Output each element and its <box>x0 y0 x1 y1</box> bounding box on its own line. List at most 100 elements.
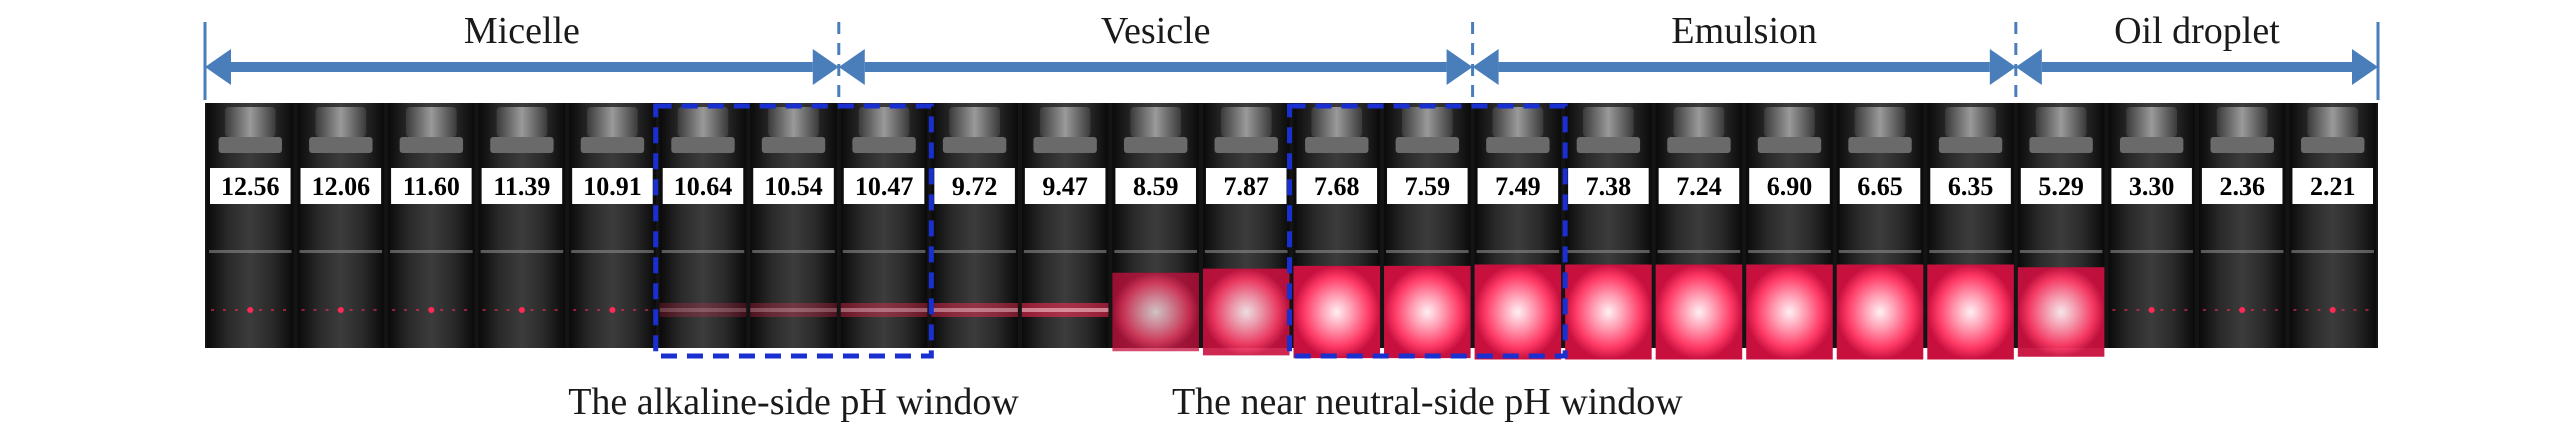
ph-label-box <box>2111 168 2192 204</box>
ph-value-label: 7.59 <box>1405 172 1451 201</box>
vial-meniscus <box>842 250 926 253</box>
phase-arrow-layer: Micelle Vesicle Emulsion Oil droplet <box>203 10 2380 100</box>
vial: 10.54 <box>750 103 837 348</box>
vial-meniscus <box>1748 250 1831 253</box>
vial: 11.39 <box>478 103 566 348</box>
laser-beam-core <box>750 308 837 312</box>
vial-neck <box>1486 137 1550 153</box>
vial-neck <box>1123 137 1188 153</box>
laser-beam <box>931 303 1018 317</box>
vial-neck <box>761 137 826 153</box>
vial-meniscus <box>2291 250 2374 253</box>
vial-meniscus <box>1204 250 1288 253</box>
phase-arrow-head-left <box>2015 49 2042 85</box>
vial-neck <box>942 137 1007 153</box>
vial-neck <box>1576 137 1641 153</box>
vial-neck <box>2119 137 2184 153</box>
vial-neck <box>309 137 373 153</box>
vial-meniscus <box>209 250 292 253</box>
ph-window-box <box>1287 103 1568 359</box>
vial-cap <box>1764 107 1815 137</box>
ph-value-label: 6.35 <box>1948 172 1994 201</box>
phase-arrow-head-right <box>2352 49 2378 85</box>
vial-cap <box>1401 107 1453 137</box>
vial-meniscus <box>1114 250 1197 253</box>
phase-arrow: Emulsion <box>1472 10 2016 85</box>
ph-value-label: 10.64 <box>674 172 733 201</box>
vial-neck <box>1214 137 1278 153</box>
ph-value-label: 7.87 <box>1223 172 1269 201</box>
vial-meniscus <box>752 250 835 253</box>
vial-meniscus <box>1567 250 1650 253</box>
phase-arrow: Oil droplet <box>2015 10 2378 85</box>
ph-label-box <box>1477 168 1559 204</box>
ph-label-box <box>1387 168 1468 204</box>
vial-neck <box>1938 137 2003 153</box>
vial: 7.87 <box>1202 103 1290 356</box>
vial: 7.24 <box>1655 103 1743 360</box>
vial-cap <box>768 107 819 137</box>
ph-value-label: 6.90 <box>1767 172 1813 201</box>
laser-dot <box>609 307 616 313</box>
vial: 12.06 <box>297 103 385 348</box>
laser-beam <box>659 303 747 317</box>
vial-neck <box>580 137 645 153</box>
ph-label-box <box>1930 168 2011 204</box>
ph-label-box <box>2201 168 2283 204</box>
vial-cap <box>1130 107 1182 137</box>
laser-dot <box>2329 307 2336 313</box>
vial: 7.49 <box>1474 103 1562 360</box>
phase-label: Oil droplet <box>2114 10 2280 52</box>
scattering-glow <box>2017 267 2105 357</box>
vial-neck <box>1033 137 1097 153</box>
vial-cap <box>1945 107 1996 137</box>
vial-meniscus <box>1023 250 1107 253</box>
ph-window-caption: The near neutral-side pH window <box>1172 381 1683 423</box>
laser-dot <box>518 307 525 313</box>
vial-cap <box>1854 107 1906 137</box>
vial-meniscus <box>299 250 383 253</box>
ph-label-box <box>1658 168 1740 204</box>
vial: 7.68 <box>1293 103 1381 359</box>
ph-label-box <box>1205 168 1287 204</box>
vial-neck <box>1305 137 1369 153</box>
ph-label-box <box>1024 168 1106 204</box>
ph-label-box <box>1749 168 1830 204</box>
laser-dot <box>428 307 435 313</box>
vial: 3.30 <box>2108 103 2195 348</box>
vial-cap <box>1311 107 1363 137</box>
phase-arrow-shaft <box>864 62 1447 72</box>
laser-beam-core <box>1021 308 1109 312</box>
ph-label-box <box>300 168 382 204</box>
vial: 11.60 <box>388 103 475 348</box>
vial-neck <box>2301 137 2365 153</box>
scattering-glow <box>1655 264 1743 360</box>
vial-cap <box>858 107 910 137</box>
vial-meniscus <box>480 250 564 253</box>
phase-arrow-head-right <box>812 49 839 85</box>
scattering-glow <box>1112 272 1199 352</box>
ph-label-box <box>1568 168 1649 204</box>
laser-dot <box>337 307 344 313</box>
vial-neck <box>671 137 735 153</box>
ph-label-box <box>843 168 925 204</box>
vial-meniscus <box>1838 250 1922 253</box>
vial-cap <box>1039 107 1091 137</box>
vial-neck <box>1757 137 1822 153</box>
vial-meniscus <box>1657 250 1741 253</box>
laser-dot <box>247 307 254 313</box>
ph-value-label: 9.47 <box>1042 172 1088 201</box>
ph-value-label: 11.39 <box>493 172 550 201</box>
vial-meniscus <box>2200 250 2284 253</box>
vial-strip: 12.56 12.06 11.60 11.39 10.91 10.64 10.54 10.47… <box>205 103 2378 360</box>
ph-value-label: 12.56 <box>221 172 280 201</box>
scattering-glow <box>1927 264 2014 360</box>
vial-neck <box>1667 137 1731 153</box>
ph-label-box <box>2020 168 2102 204</box>
ph-label-box <box>1115 168 1196 204</box>
vial-neck <box>1395 137 1460 153</box>
ph-value-label: 10.91 <box>583 172 642 201</box>
vial-meniscus <box>390 250 473 253</box>
vial-cap <box>2035 107 2087 137</box>
